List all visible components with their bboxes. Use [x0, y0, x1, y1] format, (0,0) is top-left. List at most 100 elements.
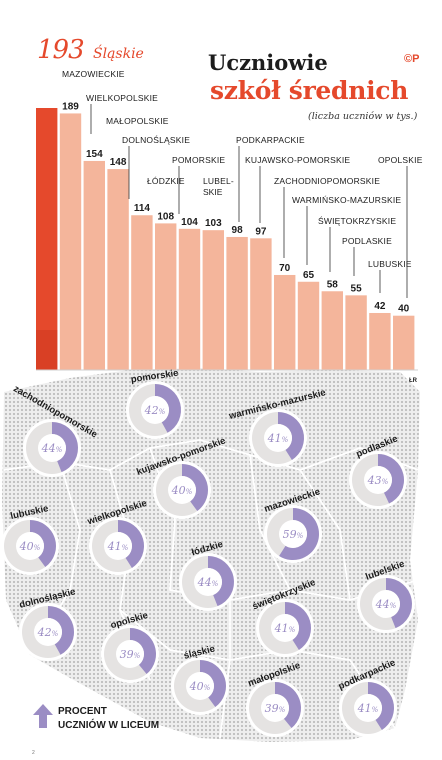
category-label-12: ŚWIĘTOKRZYSKIE	[318, 215, 396, 226]
bar-value-label: 58	[327, 279, 339, 290]
bar-7	[202, 230, 224, 370]
donut-hole	[364, 466, 392, 494]
category-label-14: LUBUSKIE	[368, 259, 412, 269]
legend-line2: UCZNIÓW W LICEUM	[58, 720, 160, 731]
donut-slice	[182, 464, 208, 512]
chart-title-line1: Uczniowie	[208, 50, 328, 75]
bar-14	[369, 312, 391, 370]
category-label-9: KUJAWSKO-POMORSKIE	[245, 155, 350, 165]
bar-value-label: 154	[86, 149, 103, 160]
category-label-6: POMORSKIE	[172, 155, 225, 165]
region-border	[249, 454, 291, 591]
category-label-11: WARMIŃSKO-MAZURSKIE	[292, 195, 401, 205]
donut-hole	[104, 532, 132, 560]
donut-value: 39%	[120, 648, 141, 661]
bar-13	[345, 295, 367, 370]
donut-hole	[141, 396, 169, 424]
donut-hole	[34, 618, 62, 646]
donut-value: 43%	[367, 474, 389, 487]
donut-podlaskie: 43%podlaskie	[349, 433, 407, 509]
donut-mazowieckie: 59%mazowieckie	[263, 486, 322, 563]
donut-value: 41%	[267, 432, 289, 445]
donut-value: 44%	[375, 598, 397, 611]
donut-value: 42%	[144, 404, 166, 417]
top-value: 193	[37, 35, 85, 65]
donut-slice	[30, 520, 57, 568]
donut-hole	[38, 434, 66, 462]
donut-value: 41%	[274, 622, 296, 635]
region-border	[219, 600, 231, 739]
bar-value-label: 70	[279, 263, 291, 274]
donut-hole	[279, 520, 307, 548]
donut-slice	[155, 384, 181, 433]
region-border	[299, 469, 351, 601]
donut-slice	[386, 578, 413, 629]
category-label-7: LUBEL-	[203, 176, 234, 186]
arrow-up-icon	[33, 704, 53, 728]
author-initials: ŁR	[409, 378, 417, 384]
bar-6	[178, 228, 201, 370]
bar-value-label: 104	[181, 217, 198, 228]
donut-hole	[264, 424, 292, 452]
donut-value: 59%	[283, 528, 304, 541]
donut-hole	[116, 640, 144, 668]
donut-hole	[271, 614, 299, 642]
legend-label: PROCENT UCZNIÓW W LICEUM	[58, 705, 159, 733]
donut-łódzkie: 44%łódzkie	[179, 539, 237, 611]
bar-value-label: 40	[398, 304, 410, 315]
donut-slice	[208, 556, 234, 607]
donut-opolskie: 39%opolskie	[101, 610, 159, 683]
donut-value: 40%	[171, 484, 193, 497]
donut-slice	[48, 606, 74, 655]
bar-value-label: 97	[255, 226, 267, 237]
bar-4	[131, 215, 153, 370]
donut-value: 44%	[197, 576, 219, 589]
region-border	[3, 439, 419, 471]
category-label-5: ŁÓDZKIE	[147, 176, 185, 186]
bar-0	[36, 108, 58, 370]
donut-hole	[372, 590, 400, 618]
bar-value-label: 189	[62, 101, 79, 112]
donut-hole	[168, 476, 196, 504]
donut-slice	[368, 682, 394, 730]
donut-slice	[275, 682, 302, 729]
chart-subtitle: (liczba uczniów w tys.)	[308, 111, 418, 122]
donut-podkarpackie: 41%podkarpackie	[337, 657, 397, 737]
category-label-3: MAŁOPOLSKIE	[106, 116, 169, 126]
category-label-1: MAZOWIECKIE	[62, 69, 125, 79]
bar-9	[250, 238, 272, 370]
donut-slice	[52, 422, 79, 473]
donut-value: 39%	[265, 702, 286, 715]
donut-value: 40%	[189, 680, 211, 693]
bar-value-label: 148	[110, 157, 127, 168]
donut-slice	[285, 602, 311, 650]
bar-value-label: 108	[157, 211, 174, 222]
donut-wielkopolskie: 41%wielkopolskie	[85, 498, 148, 575]
bar-12	[321, 291, 343, 370]
region-border	[119, 609, 396, 729]
bar-value-label: 114	[134, 203, 151, 214]
donut-slice	[278, 412, 304, 460]
category-label-10: ZACHODNIOPOMORSKIE	[274, 176, 380, 186]
bar-0-shade	[36, 330, 58, 370]
donut-value: 42%	[37, 626, 59, 639]
bar-value-label: 103	[205, 218, 222, 229]
bar-11	[297, 281, 320, 370]
donut-zachodniopomorskie: 44%zachodniopomorskie	[11, 383, 99, 477]
donut-hole	[354, 694, 382, 722]
chart-title-line2: szkół średnich	[210, 76, 409, 105]
top-category-label: Śląskie	[93, 46, 144, 62]
donut-warmińsko-mazurskie: 41%warmińsko-mazurskie	[227, 387, 327, 467]
donut-value: 44%	[41, 442, 63, 455]
donut-śląskie: 40%śląskie	[171, 643, 229, 715]
donut-lubelskie: 44%lubelskie	[357, 559, 415, 633]
bar-value-label: 65	[303, 270, 315, 281]
donut-hole	[194, 568, 222, 596]
bar-5	[155, 223, 177, 370]
category-label-13: PODLASKIE	[342, 236, 392, 246]
publisher-logo: ©P	[404, 53, 420, 65]
bar-value-label: 98	[232, 225, 244, 236]
donut-value: 41%	[357, 702, 379, 715]
